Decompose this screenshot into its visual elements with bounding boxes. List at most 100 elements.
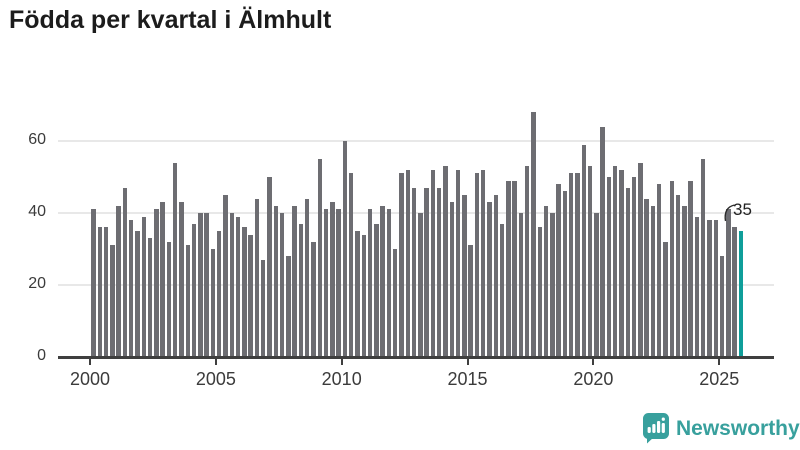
bar: [543, 205, 549, 357]
bar: [355, 231, 360, 357]
bar: [606, 177, 612, 357]
annotation-leader-line: [724, 204, 735, 222]
x-axis-tick-2005: [214, 357, 217, 365]
bar: [455, 169, 461, 357]
bar: [550, 213, 555, 357]
bar: [323, 209, 329, 357]
bar: [726, 209, 731, 357]
x-axis-label-2015: 2015: [447, 369, 488, 389]
bar: [569, 173, 574, 357]
bar: [468, 245, 473, 357]
bar: [424, 187, 429, 357]
x-axis-tick-2000: [89, 357, 91, 365]
bar: [349, 173, 354, 357]
x-axis-line: [58, 356, 774, 359]
x-axis-tick-2025: [718, 357, 721, 365]
bar: [713, 220, 718, 357]
bar: [298, 223, 304, 357]
bar: [223, 195, 228, 357]
bar: [531, 112, 536, 357]
bar: [499, 223, 505, 357]
bar: [732, 227, 737, 357]
y-axis-label-60: 60: [28, 131, 46, 148]
bar: [493, 195, 498, 357]
bar: [719, 256, 725, 357]
bar: [292, 205, 297, 357]
bar: [625, 187, 630, 357]
bar: [141, 216, 146, 357]
bar: [386, 209, 392, 357]
y-axis-label-20: 20: [28, 275, 46, 292]
bar: [330, 202, 335, 357]
bar: [210, 249, 216, 357]
bar: [694, 216, 700, 357]
bar: [135, 231, 140, 357]
y-axis-label-40: 40: [28, 203, 46, 220]
x-axis-label-2025: 2025: [699, 369, 740, 389]
bar: [374, 223, 379, 357]
bar: [173, 162, 178, 357]
bar: [166, 241, 172, 357]
bar: [380, 205, 385, 357]
bar: [688, 180, 693, 357]
x-axis-label-2000: 2000: [69, 369, 111, 389]
bar: [506, 180, 511, 357]
bar: [437, 187, 442, 357]
bar: [229, 213, 234, 357]
bar: [399, 173, 404, 357]
bar: [562, 191, 568, 357]
bar: [481, 169, 486, 357]
bar: [116, 205, 121, 357]
bar: [613, 166, 618, 357]
bar: [122, 187, 128, 357]
bar: [631, 177, 637, 357]
bar: [556, 184, 561, 357]
bar: [191, 223, 197, 357]
bar: [311, 241, 316, 357]
bar: [675, 195, 681, 357]
newsworthy-logo[interactable]: Newsworthy: [643, 413, 800, 444]
bar: [682, 205, 687, 357]
bar: [336, 209, 341, 357]
bar: [701, 159, 706, 357]
bar: [103, 227, 109, 357]
bar: [405, 169, 410, 357]
newsworthy-logo-text: Newsworthy: [676, 416, 800, 440]
bar: [518, 213, 524, 357]
bar: [575, 173, 580, 357]
x-axis-tick-2010: [340, 357, 343, 365]
x-axis-label-2020: 2020: [573, 369, 614, 389]
bar: [418, 213, 423, 357]
bar: [185, 245, 190, 357]
bar: [594, 213, 599, 357]
bar: [342, 141, 348, 357]
bar: [242, 227, 247, 357]
bar: [97, 227, 102, 357]
bar: [707, 220, 712, 357]
bar: [587, 166, 593, 357]
bar: [663, 241, 668, 357]
chart-title: Födda per kvartal i Älmhult: [9, 6, 332, 34]
x-axis-tick-2015: [466, 357, 469, 365]
bar: [449, 202, 454, 357]
bar: [317, 159, 322, 357]
x-axis-tick-2020: [592, 357, 595, 365]
bar: [198, 213, 203, 357]
bar: [217, 231, 222, 357]
bar: [462, 195, 467, 357]
bar: [487, 202, 492, 357]
bar: [91, 209, 96, 357]
bar: [644, 198, 649, 357]
bar: [669, 180, 674, 357]
bar: [160, 202, 165, 357]
bar: [110, 245, 115, 357]
bar: [581, 144, 586, 357]
bar: [474, 173, 480, 357]
bar: [650, 205, 656, 357]
bar: [430, 169, 436, 357]
bar: [619, 169, 624, 357]
bar: [286, 256, 291, 357]
gridline-y-60: [58, 140, 774, 142]
bar: [179, 202, 184, 357]
